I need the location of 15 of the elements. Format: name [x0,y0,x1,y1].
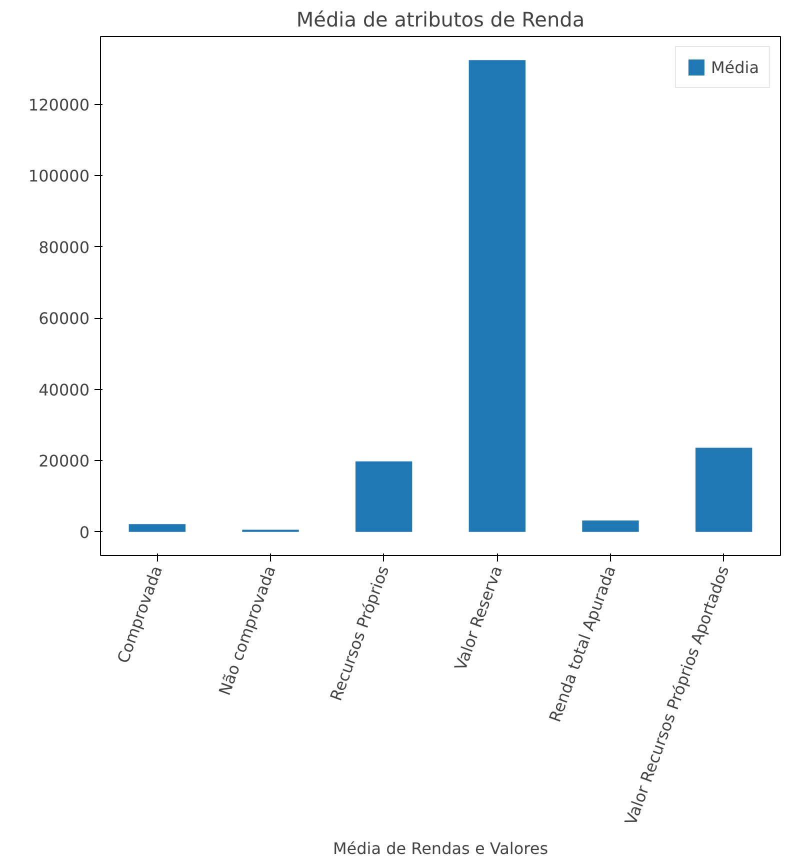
bar [128,524,186,532]
legend-label: Média [710,58,759,76]
y-tick-label: 100000 [28,166,90,186]
chart-title: Média de atributos de Renda [296,8,585,32]
y-tick-label: 120000 [28,95,90,114]
y-tick-label: 20000 [38,452,90,471]
y-tick-label: 40000 [38,380,90,400]
bar [356,461,412,532]
x-axis-title: Média de Rendas e Valores [332,838,548,858]
bar [696,448,752,532]
bar [468,60,526,532]
y-tick-label: 80000 [38,238,90,257]
y-tick-label: 0 [79,522,90,542]
y-tick-label: 60000 [38,309,90,328]
bar [582,520,639,532]
